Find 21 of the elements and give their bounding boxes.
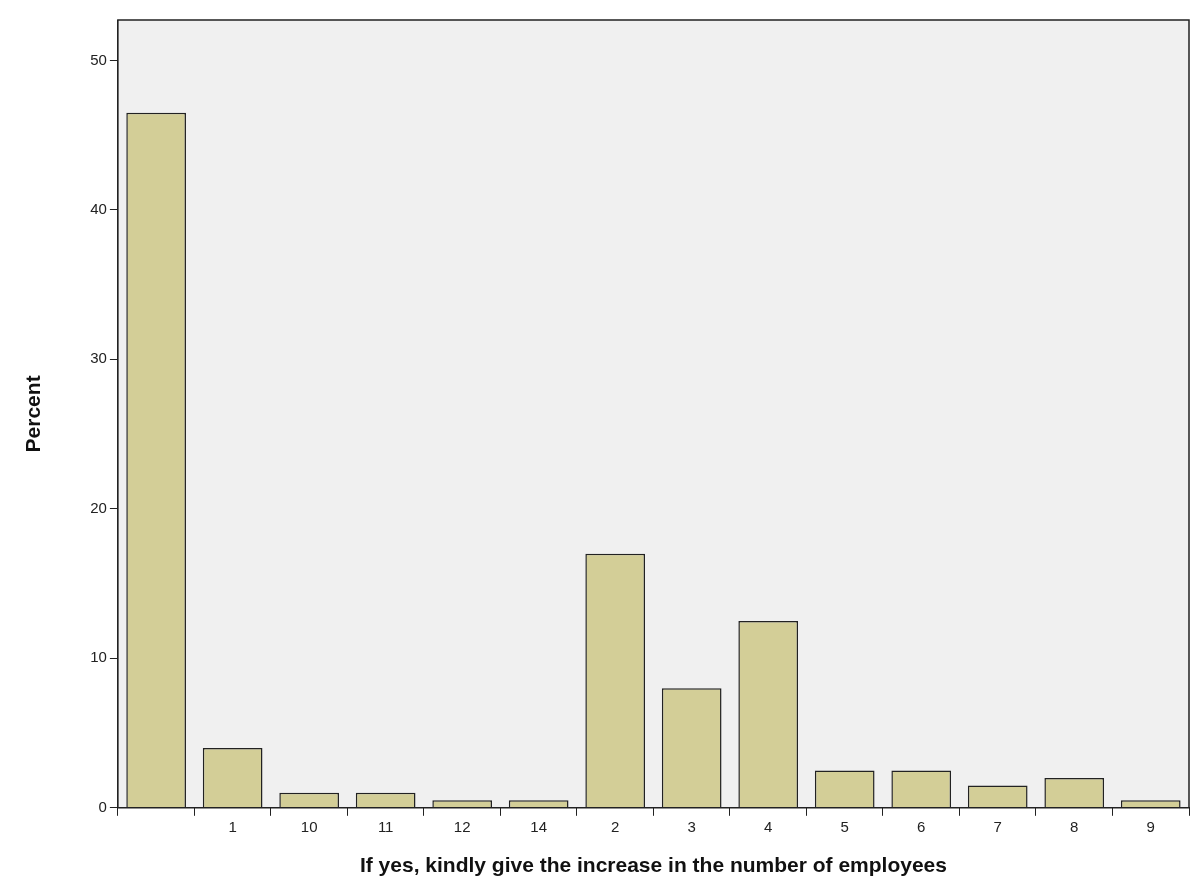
- x-tick-label: 11: [377, 817, 394, 835]
- y-tick-label: 0: [98, 797, 107, 815]
- y-tick-label: 40: [90, 199, 107, 217]
- x-axis-title: If yes, kindly give the increase in the number of employees: [359, 853, 947, 877]
- y-tick-label: 30: [90, 349, 107, 367]
- y-tick-label: 50: [90, 50, 107, 68]
- x-tick-label: 3: [687, 817, 696, 835]
- x-tick-label: 14: [530, 817, 548, 835]
- x-tick-label: 12: [453, 817, 471, 835]
- y-tick-label: 10: [90, 648, 107, 666]
- x-tick-label: 1: [228, 817, 237, 835]
- x-tick-label: 9: [1146, 817, 1155, 835]
- x-tick-label: 5: [840, 817, 849, 835]
- x-tick-label: 6: [917, 817, 926, 835]
- y-tick-label: 20: [90, 498, 107, 516]
- x-tick-label: 10: [300, 817, 318, 835]
- x-tick-label: 2: [611, 817, 620, 835]
- y-axis-title: Percent: [21, 375, 45, 453]
- x-tick-label: 7: [993, 817, 1002, 835]
- x-tick-label: 4: [764, 817, 773, 835]
- x-tick-label: 8: [1070, 817, 1079, 835]
